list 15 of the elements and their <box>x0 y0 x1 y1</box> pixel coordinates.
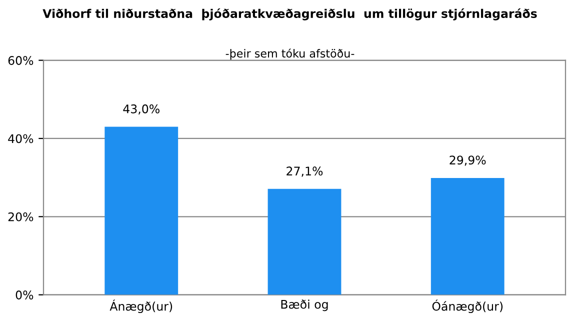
bar <box>268 188 342 295</box>
y-tick-label: 40% <box>8 134 34 144</box>
y-tick-label: 20% <box>8 212 34 222</box>
bar <box>430 178 504 295</box>
bar <box>104 126 178 295</box>
chart-subtitle: -þeir sem tóku afstöðu- <box>226 48 354 60</box>
y-tick-label: 60% <box>8 56 34 65</box>
x-tick-label: Óánægð(ur) <box>432 300 503 314</box>
x-tick-label: Ánægð(ur) <box>110 300 172 314</box>
data-label: 29,9% <box>450 156 486 166</box>
x-tick-label: Bæði og <box>281 300 328 312</box>
data-label: 27,1% <box>286 166 323 177</box>
chart-title: Viðhorf til niðurstaðna þjóðaratkvæðagreiðslu um tillögur stjórnlagaráðs <box>42 8 537 20</box>
data-label: 43,0% <box>123 104 160 115</box>
y-tick-label: 0% <box>16 290 34 300</box>
